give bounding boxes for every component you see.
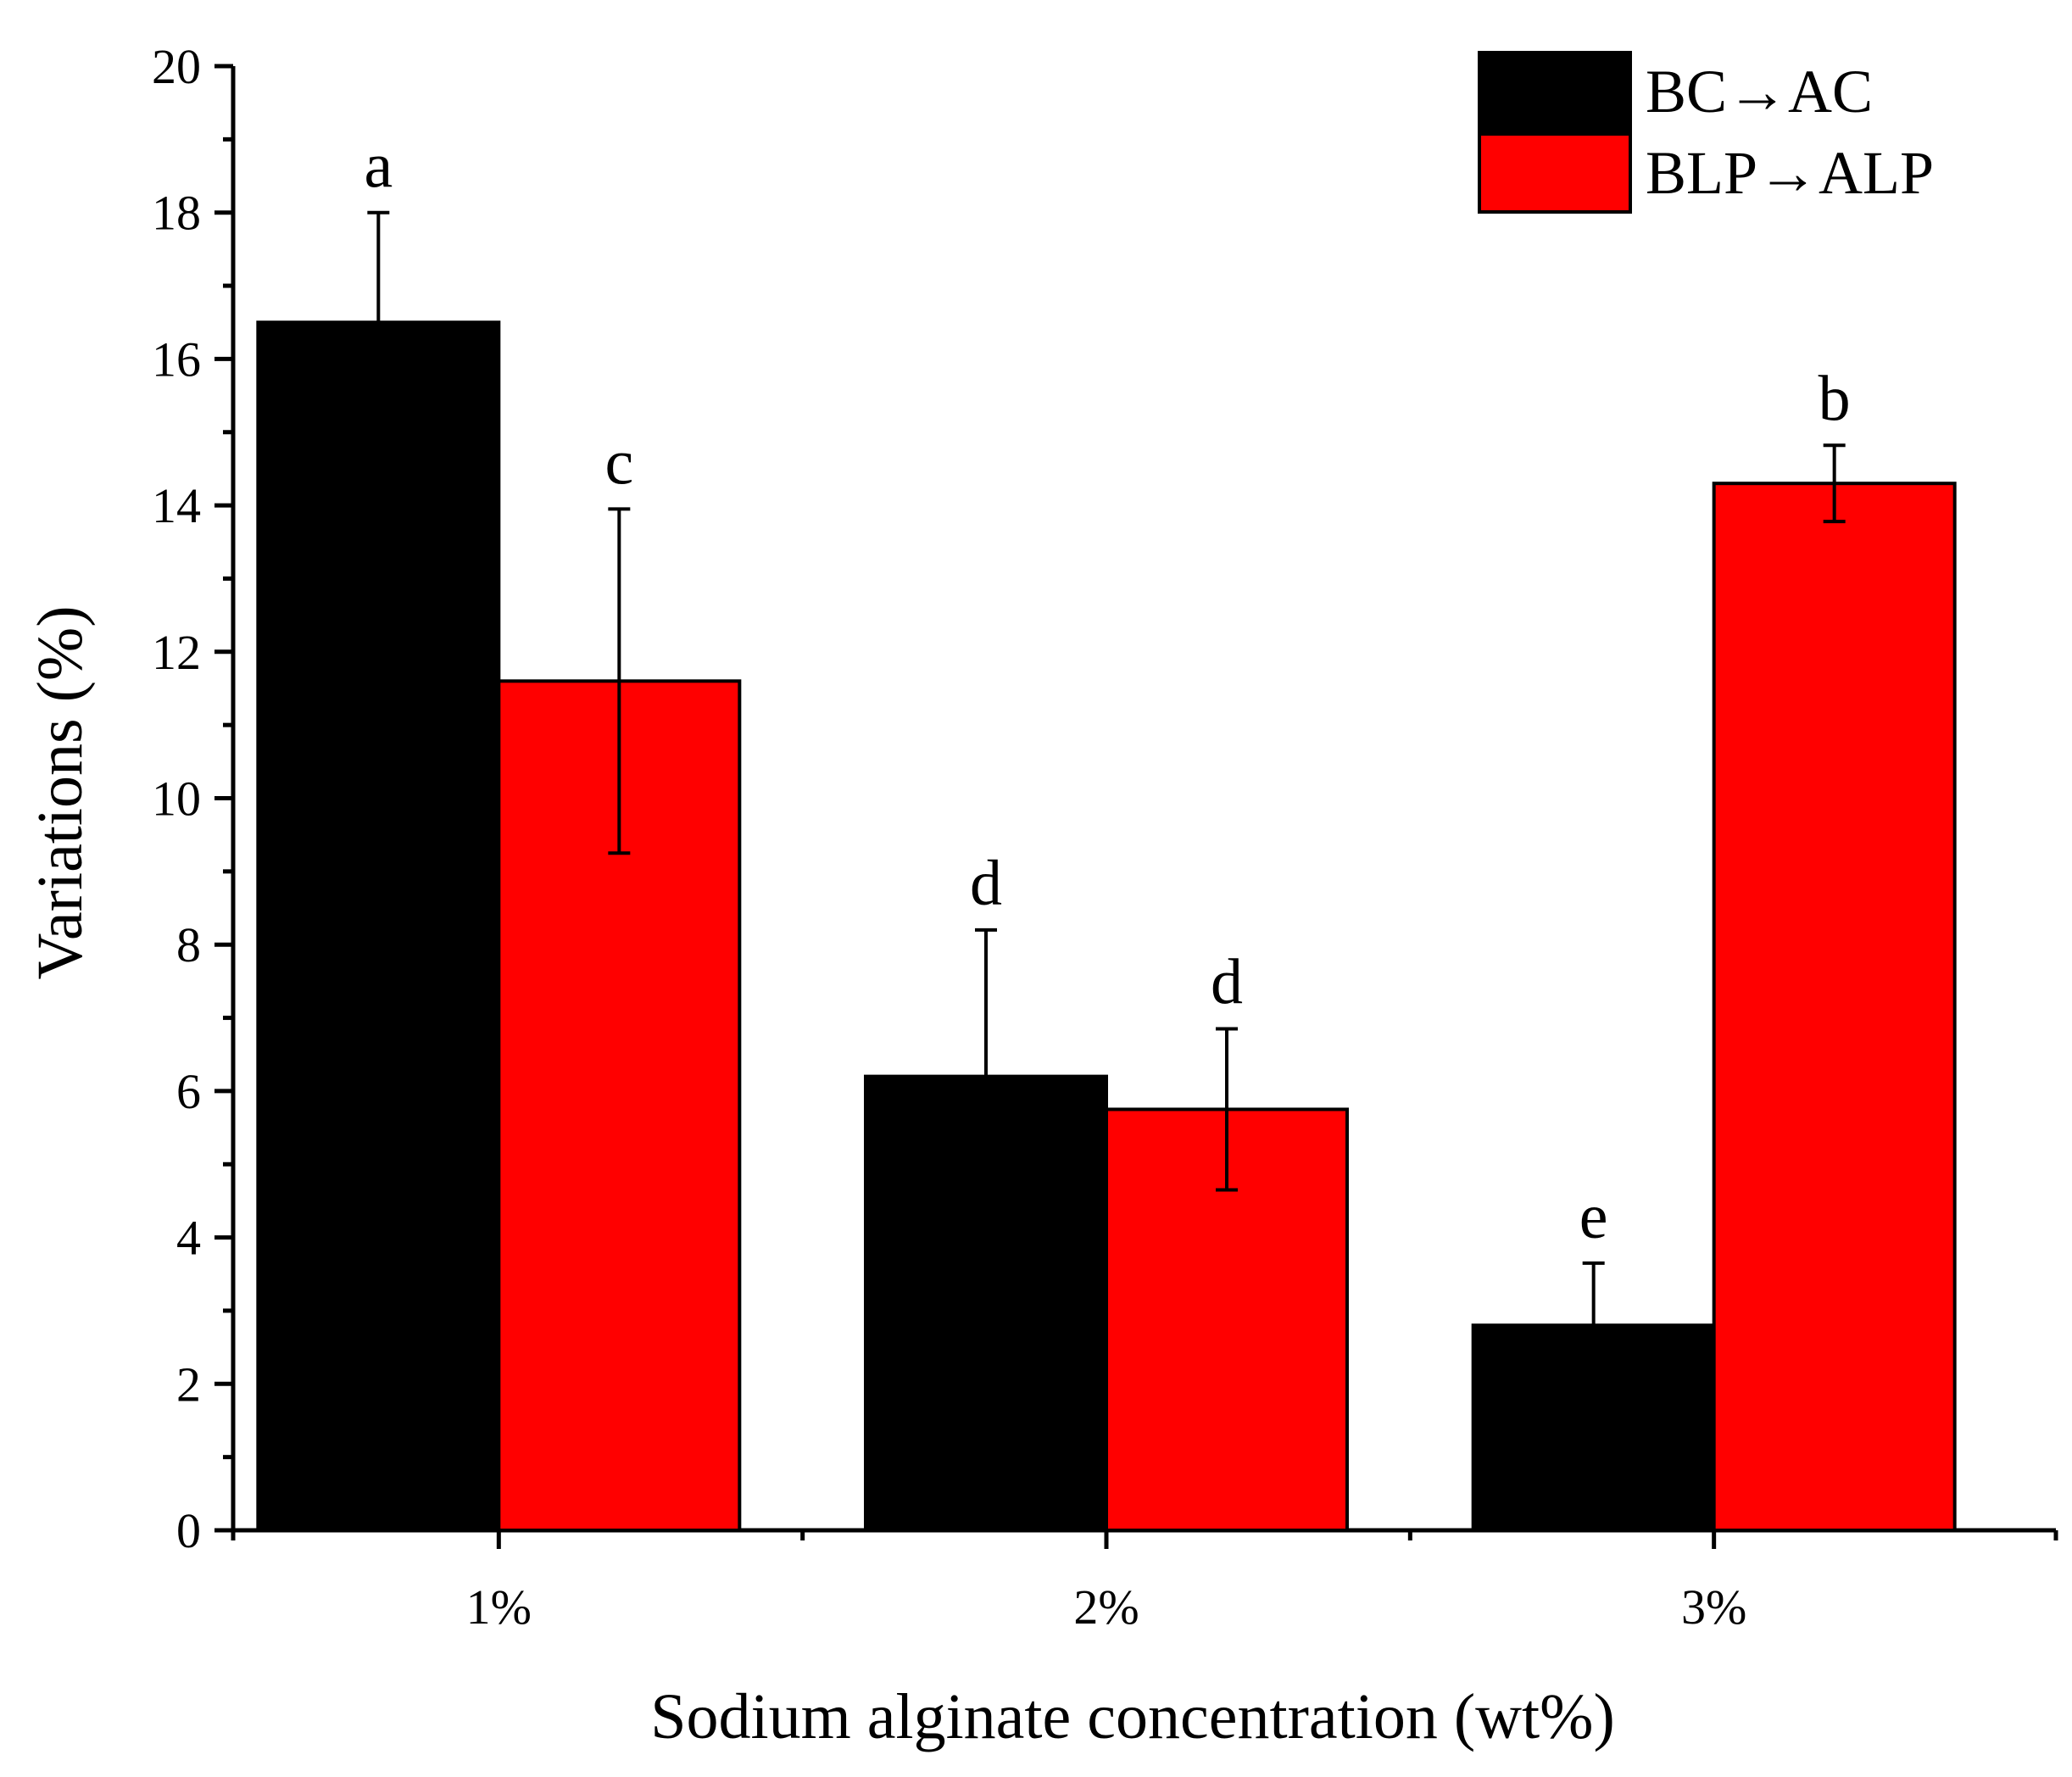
legend: BC→AC BLP→ALP: [1478, 51, 1934, 214]
significance-letter: d: [970, 848, 1002, 919]
x-tick-label: 2%: [1073, 1579, 1139, 1635]
y-tick-label: 14: [152, 478, 201, 533]
legend-label-series1: BC→AC: [1646, 58, 1873, 125]
y-axis-title: Variations (%): [25, 605, 96, 979]
y-tick-label: 18: [152, 186, 201, 241]
bar-1pct-series1: [256, 320, 501, 1533]
y-tick-label: 12: [152, 625, 201, 680]
significance-letter: e: [1579, 1181, 1608, 1252]
y-tick-label: 4: [176, 1211, 201, 1266]
y-tick-label: 16: [152, 331, 201, 387]
significance-letter: d: [1211, 947, 1243, 1018]
y-tick-label: 8: [176, 917, 201, 972]
y-tick-label: 10: [152, 772, 201, 827]
x-tick-label: 3%: [1681, 1579, 1746, 1635]
legend-swatch-series1: [1478, 51, 1632, 132]
x-tick-label: 1%: [466, 1579, 532, 1635]
bar-3pct-series2: [1712, 482, 1957, 1533]
significance-letter: c: [604, 426, 633, 498]
y-tick-label: 2: [176, 1356, 201, 1412]
bars: a d e c d b: [256, 131, 1957, 1533]
axes: 0 2 4 6 8 10 12 14 16 18 20 1% 2% 3%: [152, 39, 2058, 1635]
x-axis-title: Sodium alginate concentration (wt%): [650, 1681, 1615, 1752]
legend-swatch-series2: [1478, 132, 1632, 214]
y-tick-label: 20: [152, 39, 201, 94]
legend-label-series2: BLP→ALP: [1646, 139, 1934, 207]
y-tick-label: 0: [176, 1503, 201, 1558]
y-tick-label: 6: [176, 1064, 201, 1119]
significance-letter: b: [1819, 363, 1851, 434]
significance-letter: a: [364, 131, 393, 202]
